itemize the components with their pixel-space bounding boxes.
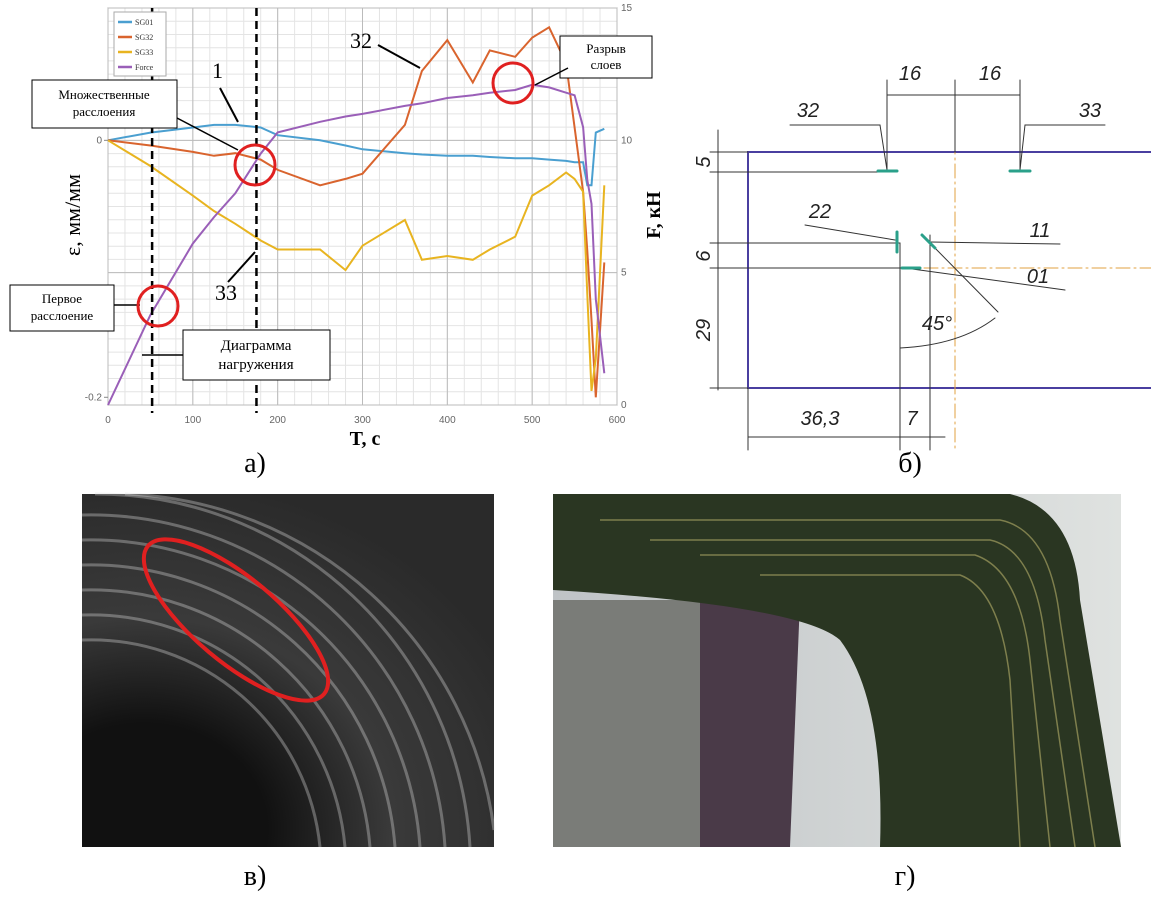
gauge-label: 22 — [808, 201, 831, 223]
y2-axis-title: F, кН — [643, 191, 665, 239]
gauge-label: 01 — [1027, 266, 1049, 288]
legend-label: Force — [135, 63, 154, 72]
annotation-line: расслоение — [31, 308, 94, 323]
x-tick-label: 100 — [184, 415, 201, 426]
dimension-label: 29 — [693, 319, 715, 342]
dimensions — [710, 80, 1105, 450]
annotation: 33 — [215, 280, 237, 305]
annotation-line: слоев — [591, 57, 622, 72]
dimension-label: 7 — [906, 408, 918, 430]
gauge-label: 11 — [1030, 220, 1051, 242]
x-tick-label: 500 — [524, 415, 541, 426]
gauge-label: 32 — [797, 100, 819, 122]
panel-label: б) — [898, 448, 922, 479]
x-tick-label: 200 — [269, 415, 286, 426]
panel-label: г) — [895, 861, 916, 892]
annotation-line: Множественные — [58, 87, 150, 102]
photo-c — [82, 494, 494, 847]
x-tick-label: 300 — [354, 415, 371, 426]
gauges — [878, 171, 1030, 268]
y2-tick-label: 10 — [621, 135, 633, 146]
dimension-label: 36,3 — [801, 408, 840, 430]
x-tick-label: 0 — [105, 415, 111, 426]
y-tick-label: 0 — [96, 135, 102, 146]
legend-label: SG01 — [135, 18, 153, 27]
dimension-label: 16 — [979, 63, 1002, 85]
legend-label: SG32 — [135, 33, 153, 42]
annotation: 32 — [350, 28, 372, 53]
panel-label: а) — [244, 448, 266, 479]
x-axis-title: T, c — [350, 428, 381, 450]
dimension-label: 16 — [899, 63, 922, 85]
annotation-line: Диаграмма — [221, 338, 292, 354]
drawing-b: 16 16 32 33 5 22 11 6 01 29 45° 36,3 7 — [693, 63, 1151, 450]
page: {"chart_data": {"type": "line", "x_label… — [0, 0, 1151, 909]
dimension-label: 6 — [693, 250, 715, 262]
y-axis-title: ε, мм/мм — [60, 174, 85, 256]
y2-tick-label: 0 — [621, 400, 627, 411]
legend: SG01 SG32 SG33 Force — [114, 12, 166, 76]
annotation-line: Первое — [42, 291, 82, 306]
y2-tick-label: 5 — [621, 268, 627, 279]
angle-label: 45° — [922, 313, 952, 335]
panel-label: в) — [244, 861, 267, 892]
x-tick-label: 600 — [609, 415, 626, 426]
gauge-label: 33 — [1079, 100, 1101, 122]
outline — [748, 152, 1151, 388]
annotation-line: нагружения — [218, 357, 293, 373]
y2-tick-label: 15 — [621, 3, 633, 14]
photo-d — [553, 494, 1121, 847]
dimension-label: 5 — [693, 156, 715, 168]
annotation-line: расслоения — [73, 104, 136, 119]
shadow — [700, 600, 800, 847]
annotation-line: Разрыв — [586, 41, 626, 56]
y-tick-label: -0.2 — [85, 392, 103, 403]
annotation: 1 — [212, 58, 223, 83]
x-tick-label: 400 — [439, 415, 456, 426]
legend-label: SG33 — [135, 48, 153, 57]
figure: 0100200300400500600-0.20051015 SG01SG32S… — [0, 0, 1151, 909]
